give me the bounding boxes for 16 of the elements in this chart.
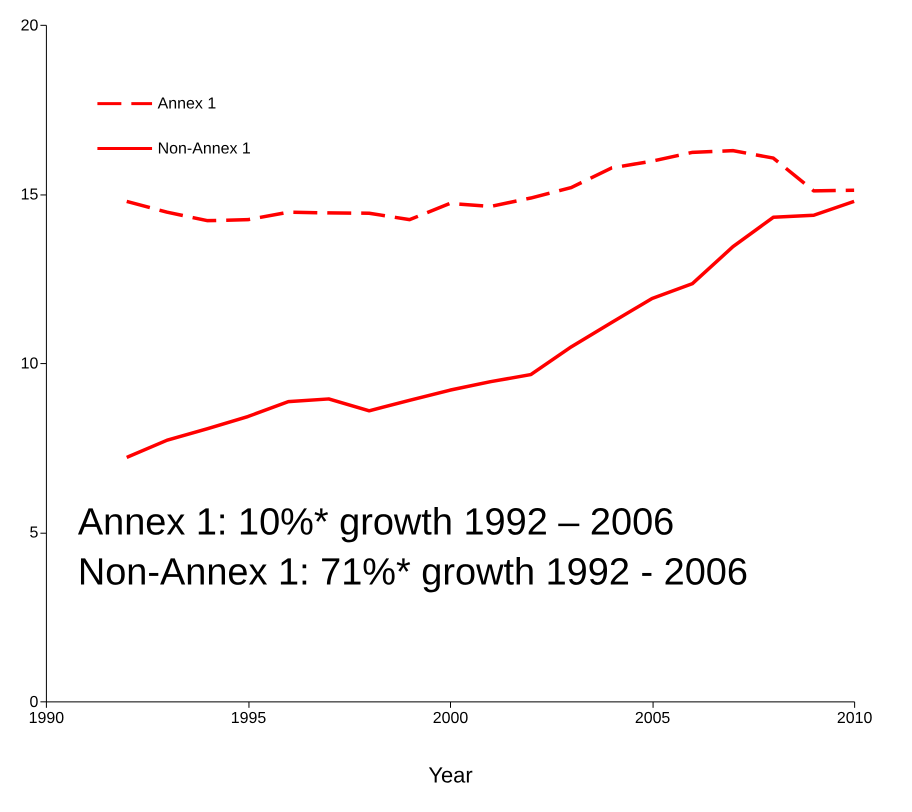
x-tick-label: 1990 [28, 710, 64, 727]
x-tick-label: 2005 [634, 710, 670, 727]
y-tick-label: 5 [30, 524, 39, 542]
x-tick-label: 1995 [230, 710, 266, 727]
y-tick-label: 15 [20, 186, 39, 204]
annotation: Annex 1: 10%* growth 1992 – 2006 [78, 502, 674, 544]
annotation: Non-Annex 1: 71%* growth 1992 - 2006 [78, 552, 748, 594]
y-tick-label: 20 [20, 17, 39, 34]
legend-label: Annex 1 [158, 96, 216, 113]
x-axis-title: Year [428, 762, 473, 788]
y-tick-label: 0 [30, 694, 39, 711]
y-tick-label: 10 [20, 356, 39, 373]
line-series [124, 200, 856, 460]
legend-label: Non-Annex 1 [158, 140, 251, 158]
x-tick-label: 2000 [432, 710, 468, 727]
x-tick-label: 2010 [836, 710, 872, 727]
